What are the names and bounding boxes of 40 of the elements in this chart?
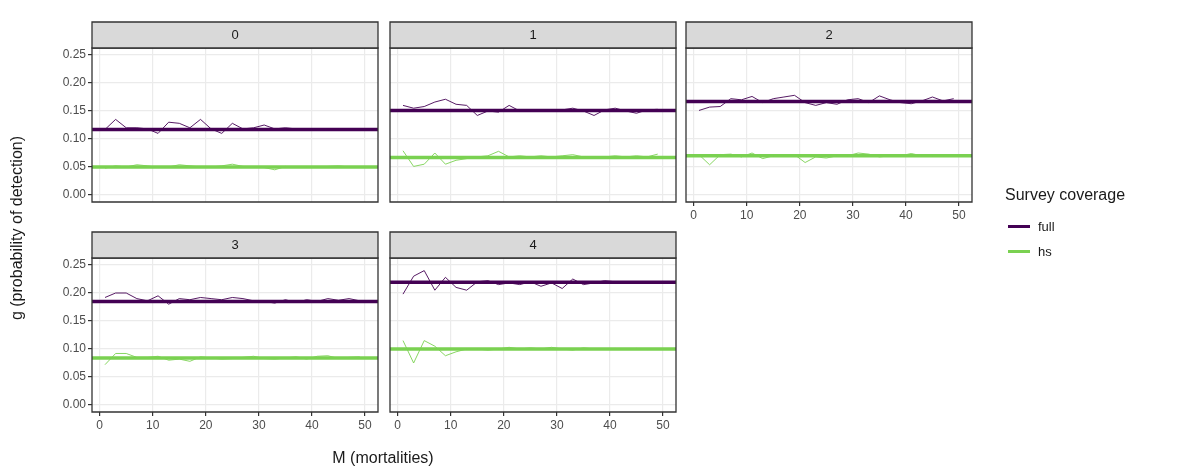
y-tick-label: 0.05 bbox=[62, 159, 87, 174]
legend-title: Survey coverage bbox=[1005, 186, 1126, 204]
y-tick-label: 0.10 bbox=[62, 341, 87, 356]
x-tick-label: 40 bbox=[603, 417, 617, 432]
legend-label: hs bbox=[1038, 244, 1052, 259]
x-tick-label: 30 bbox=[550, 417, 564, 432]
x-tick-label: 30 bbox=[846, 207, 860, 222]
x-tick-label: 40 bbox=[305, 417, 319, 432]
x-tick-label: 20 bbox=[199, 417, 213, 432]
y-tick-label: 0.15 bbox=[62, 313, 87, 328]
legend-label: full bbox=[1038, 219, 1055, 234]
x-tick-label: 50 bbox=[358, 417, 372, 432]
y-tick-label: 0.05 bbox=[62, 369, 87, 384]
x-tick-label: 50 bbox=[952, 207, 966, 222]
chart-title: 4 bbox=[529, 236, 537, 252]
x-tick-label: 0 bbox=[690, 207, 698, 222]
y-tick-label: 0.10 bbox=[62, 131, 87, 146]
x-tick-label: 10 bbox=[444, 417, 458, 432]
y-tick-label: 0.25 bbox=[62, 257, 87, 272]
y-axis-title: g (probability of detection) bbox=[8, 135, 26, 321]
chart-title: 1 bbox=[529, 26, 537, 42]
x-tick-label: 20 bbox=[793, 207, 807, 222]
x-tick-label: 10 bbox=[740, 207, 754, 222]
x-tick-label: 0 bbox=[394, 417, 402, 432]
x-tick-label: 30 bbox=[252, 417, 266, 432]
chart-title: 0 bbox=[231, 26, 239, 42]
x-tick-label: 10 bbox=[146, 417, 160, 432]
y-tick-label: 0.00 bbox=[62, 187, 87, 202]
y-tick-label: 0.20 bbox=[62, 75, 87, 90]
x-tick-label: 40 bbox=[899, 207, 913, 222]
y-tick-label: 0.25 bbox=[62, 47, 87, 62]
chart-title: 3 bbox=[231, 236, 239, 252]
x-tick-label: 20 bbox=[497, 417, 511, 432]
y-tick-label: 0.00 bbox=[62, 397, 87, 412]
y-tick-label: 0.20 bbox=[62, 285, 87, 300]
chart-title: 2 bbox=[825, 26, 833, 42]
x-axis-title: M (mortalities) bbox=[332, 449, 434, 467]
x-tick-label: 0 bbox=[96, 417, 104, 432]
y-tick-label: 0.15 bbox=[62, 103, 87, 118]
x-tick-label: 50 bbox=[656, 417, 670, 432]
